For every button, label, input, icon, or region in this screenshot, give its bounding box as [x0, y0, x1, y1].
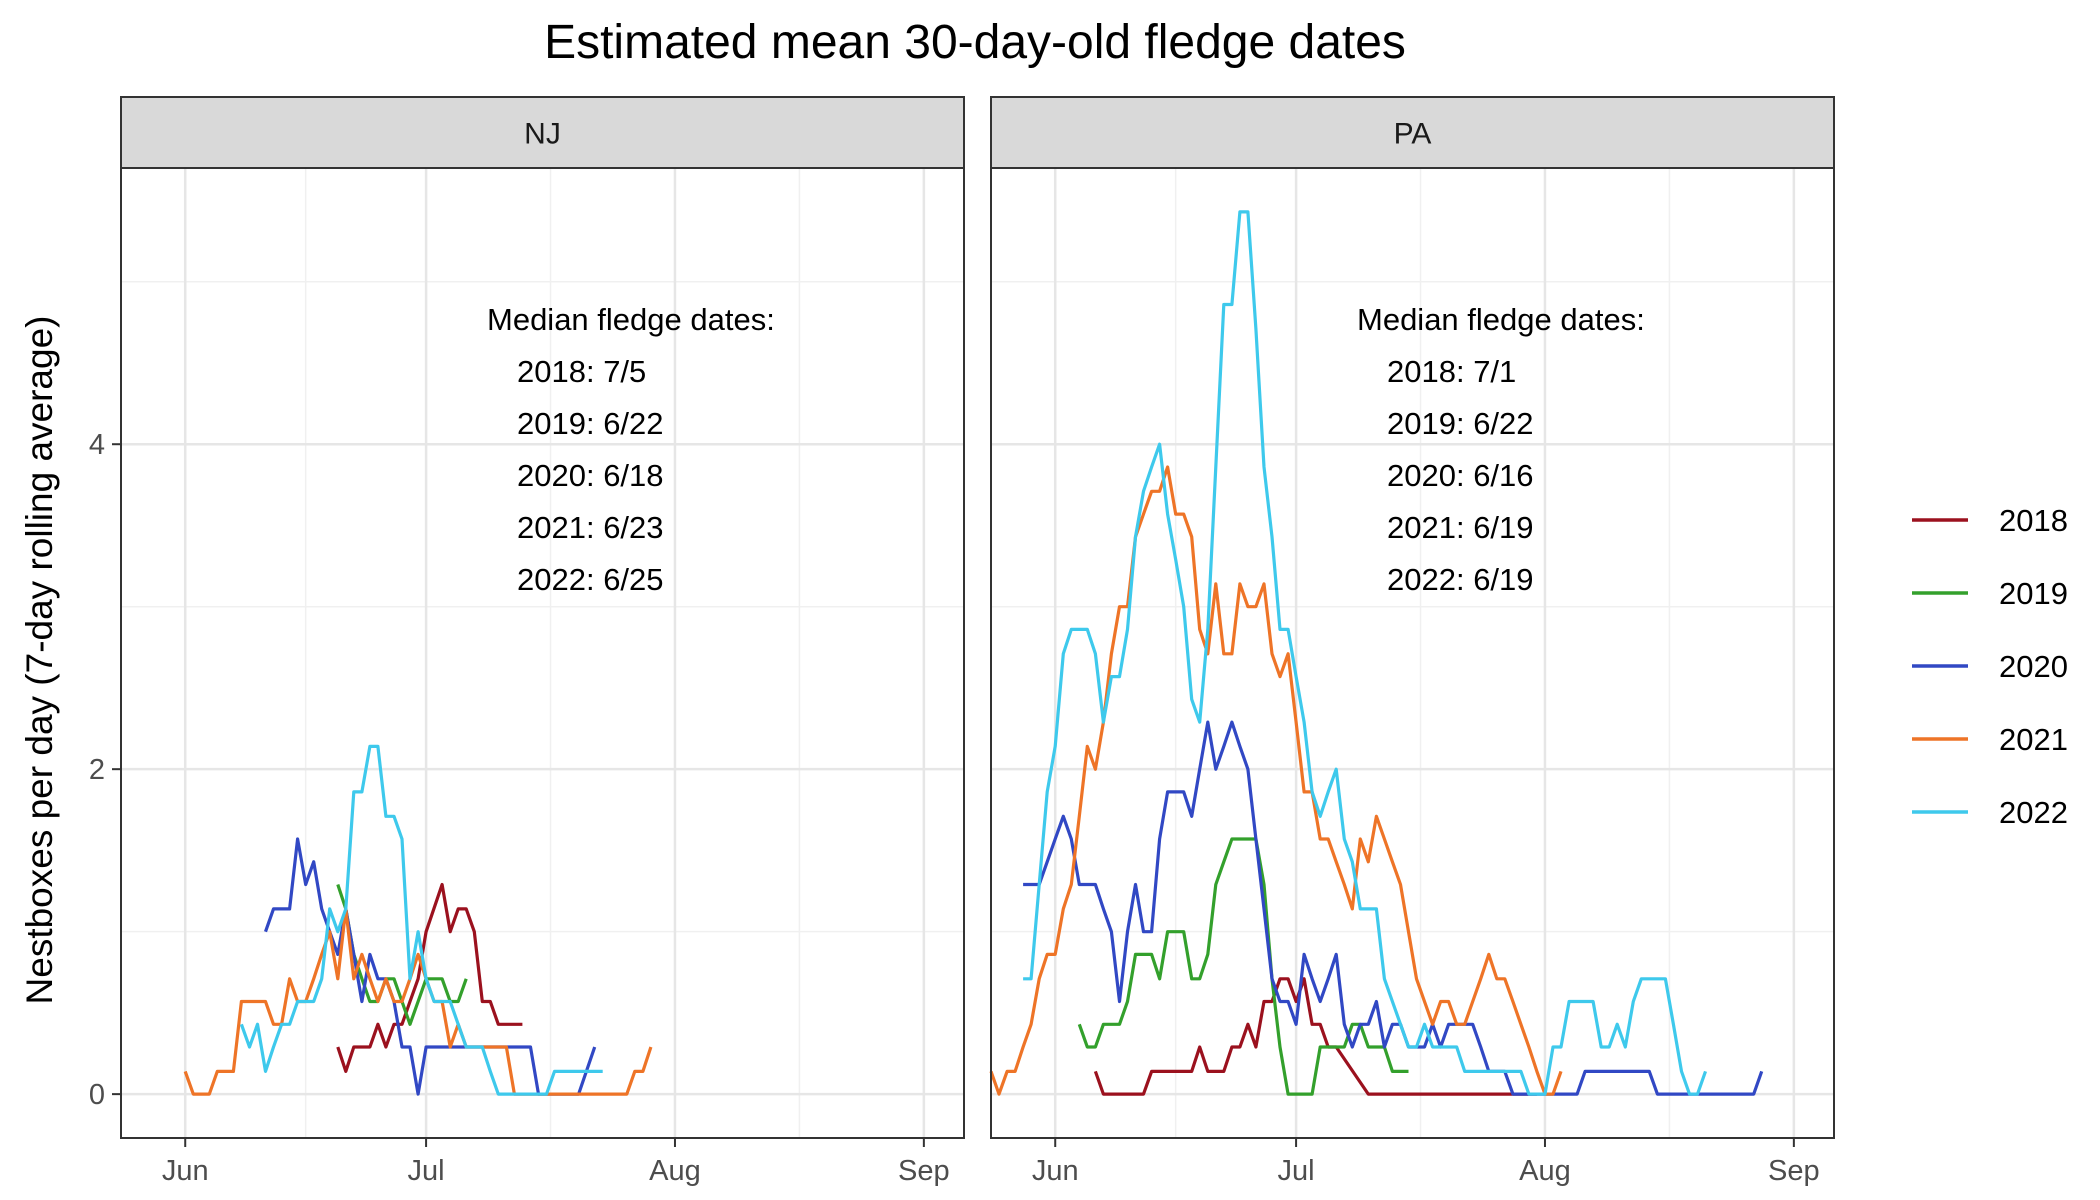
facet-strip [120, 96, 965, 169]
legend-label-2022: 2022 [1999, 795, 2068, 830]
series-line-pa-2021 [989, 465, 1563, 1096]
annotation-line: 2018: 7/5 [517, 354, 646, 389]
y-axis-label: Nestboxes per day (7-day rolling average… [19, 316, 60, 1005]
series-line-nj-2022 [239, 744, 603, 1096]
facet-strip-label: PA [1394, 118, 1432, 151]
series-line-pa-2018 [1093, 977, 1537, 1096]
series-line-pa-2022 [1023, 210, 1708, 1096]
y-tick-label: 2 [89, 754, 105, 786]
annotation-line: 2020: 6/18 [517, 458, 664, 493]
legend-label-2021: 2021 [1999, 722, 2068, 757]
facet-strip-label: NJ [524, 118, 561, 151]
legend-label-2019: 2019 [1999, 576, 2068, 611]
panel-nj: Median fledge dates: 2018: 7/5 2019: 6/22 2… [89, 96, 965, 1187]
series-line-pa-2020 [1023, 720, 1764, 1096]
legend-label-2018: 2018 [1999, 503, 2068, 538]
legend: 2018 2019 2020 2021 2022 [1912, 503, 2068, 830]
annotation-line: 2019: 6/22 [517, 406, 664, 441]
x-tick-label: Jul [1278, 1155, 1315, 1187]
annotation-line: 2022: 6/19 [1387, 562, 1534, 597]
annotation-line: 2021: 6/23 [517, 510, 664, 545]
x-tick-label: Aug [1519, 1155, 1571, 1187]
x-tick-label: Aug [649, 1155, 701, 1187]
y-tick-label: 0 [89, 1079, 105, 1111]
series-line-pa-2019 [1077, 837, 1409, 1096]
panel-background [121, 168, 964, 1138]
legend-label-2020: 2020 [1999, 649, 2068, 684]
annotation-line: 2021: 6/19 [1387, 510, 1534, 545]
series-line-nj-2020 [263, 837, 597, 1096]
x-tick-label: Jun [1032, 1155, 1079, 1187]
annotation-line: 2020: 6/16 [1387, 458, 1534, 493]
chart-title: Estimated mean 30-day-old fledge dates [544, 16, 1406, 69]
x-tick-label: Sep [898, 1155, 950, 1187]
facet-strip [990, 96, 1835, 169]
x-tick-label: Sep [1768, 1155, 1820, 1187]
annotation-line: 2022: 6/25 [517, 562, 664, 597]
facet-panels: Median fledge dates: 2018: 7/5 2019: 6/22 2… [89, 96, 1835, 1187]
annotation-heading: Median fledge dates: [1357, 302, 1645, 337]
annotation-heading: Median fledge dates: [487, 302, 775, 337]
y-tick-label: 4 [89, 429, 105, 461]
annotation-line: 2019: 6/22 [1387, 406, 1534, 441]
panel-pa: Median fledge dates: 2018: 7/1 2019: 6/22 2… [989, 96, 1835, 1187]
annotation-line: 2018: 7/1 [1387, 354, 1516, 389]
x-tick-label: Jun [162, 1155, 209, 1187]
x-tick-label: Jul [408, 1155, 445, 1187]
